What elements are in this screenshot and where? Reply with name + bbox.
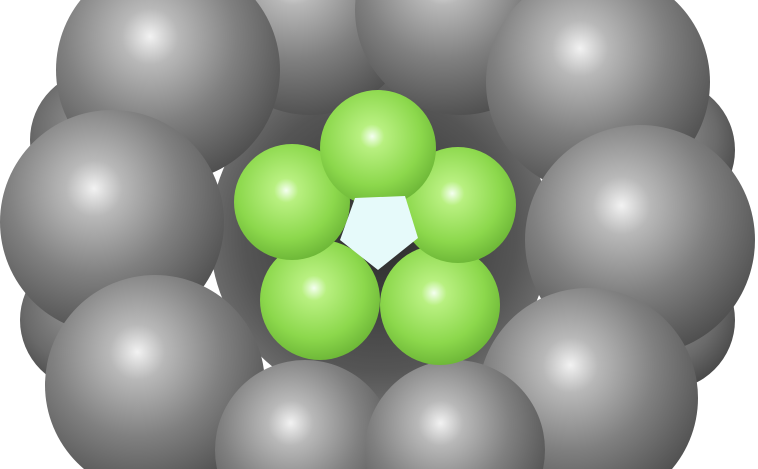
central-hole xyxy=(340,196,418,270)
green-spheres xyxy=(234,90,516,365)
